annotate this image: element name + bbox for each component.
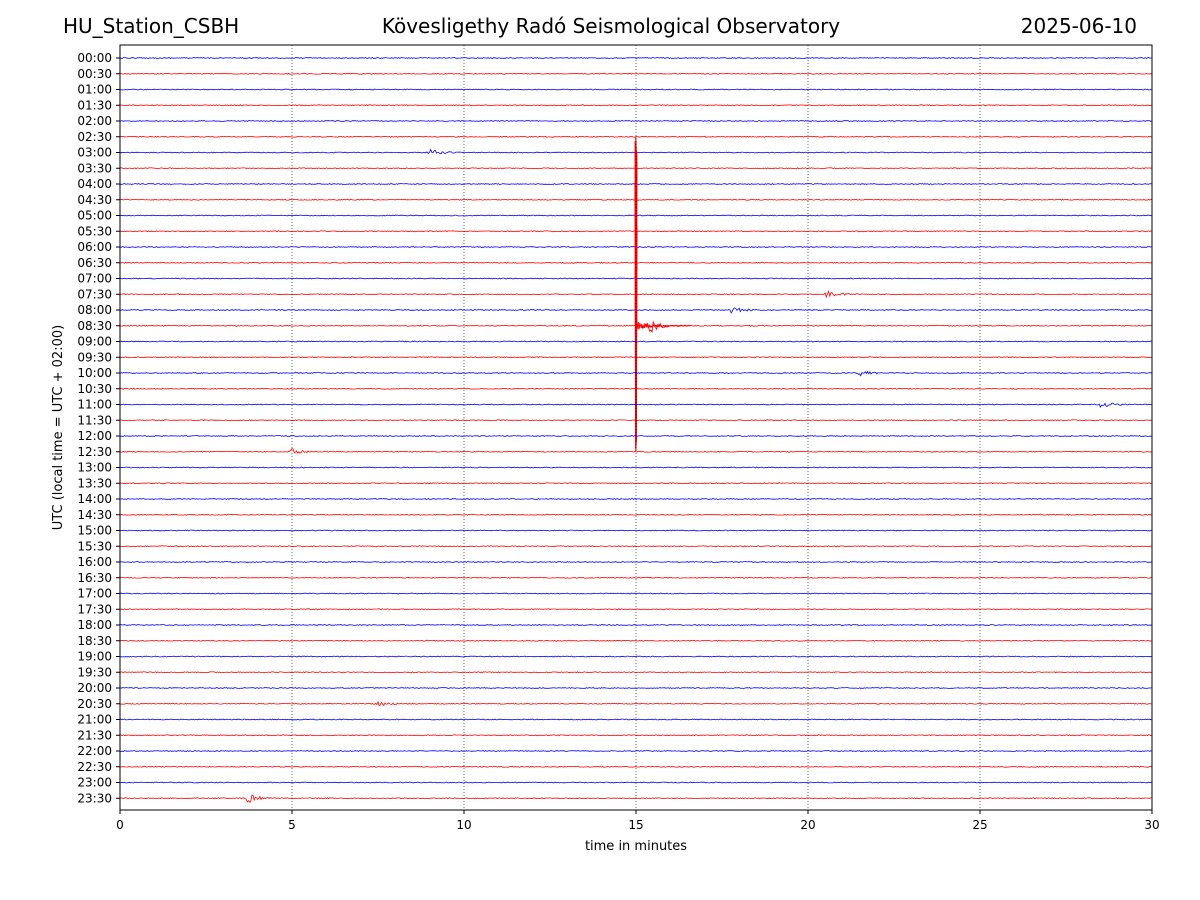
- y-tick-label: 14:30: [77, 508, 112, 522]
- y-tick-label: 20:30: [77, 697, 112, 711]
- y-axis-label: UTC (local time = UTC + 02:00): [51, 325, 66, 530]
- trace-row-1900: [119, 655, 1153, 658]
- trace-row-1430: [119, 513, 1153, 516]
- x-tick-label: 20: [800, 818, 815, 832]
- x-tick-label: 10: [456, 818, 471, 832]
- trace-row-1230: [119, 448, 1153, 454]
- trace-row-0900: [119, 340, 1153, 343]
- trace-row-2230: [119, 765, 1152, 768]
- trace-row-1800: [119, 624, 1153, 626]
- y-tick-label: 16:30: [77, 571, 112, 585]
- observatory-title: Kövesligethy Radó Seismological Observat…: [381, 14, 841, 38]
- y-tick-label: 09:00: [77, 335, 112, 349]
- x-axis-label: time in minutes: [585, 839, 687, 854]
- y-tick-label: 06:00: [77, 240, 112, 254]
- trace-row-1500: [119, 529, 1153, 532]
- station-name: HU_Station_CSBH: [63, 14, 240, 38]
- y-tick-label: 13:30: [77, 476, 112, 490]
- y-tick-label: 11:00: [77, 398, 112, 412]
- trace-row-0030: [119, 72, 1153, 75]
- y-tick-label: 16:00: [77, 555, 112, 569]
- x-tick-label: 30: [1144, 818, 1159, 832]
- trace-row-1000: [119, 370, 1153, 377]
- x-axis: 0 5 10 15 20 25 30: [116, 810, 1160, 832]
- y-tick-label: 07:30: [77, 287, 112, 301]
- record-date: 2025-06-10: [1020, 14, 1137, 38]
- y-tick-label: 04:30: [77, 193, 112, 207]
- y-tick-label: 01:00: [77, 83, 112, 97]
- y-tick-label: 00:30: [77, 67, 112, 81]
- trace-row-2030: [119, 700, 1153, 707]
- trace-row-2100: [119, 718, 1153, 721]
- trace-row-1300: [119, 466, 1153, 469]
- y-tick-label: 15:30: [77, 539, 112, 553]
- trace-row-1700: [119, 592, 1153, 595]
- trace-row-0230: [119, 135, 1153, 138]
- y-tick-label: 08:00: [77, 303, 112, 317]
- x-tick-label: 0: [116, 818, 124, 832]
- y-tick-label: 02:00: [77, 114, 112, 128]
- y-tick-label: 06:30: [77, 256, 112, 270]
- y-tick-label: 18:30: [77, 634, 112, 648]
- y-tick-label: 14:00: [77, 492, 112, 506]
- trace-row-1030: [119, 387, 1153, 390]
- y-tick-label: 22:30: [77, 760, 112, 774]
- y-tick-label: 05:30: [77, 224, 112, 238]
- y-tick-label: 00:00: [77, 51, 112, 65]
- y-tick-label: 03:30: [77, 161, 112, 175]
- x-tick-label: 15: [628, 818, 643, 832]
- x-tick-label: 25: [972, 818, 987, 832]
- y-tick-label: 22:00: [77, 744, 112, 758]
- y-tick-label: 23:30: [77, 791, 112, 805]
- y-tick-label: 21:30: [77, 728, 112, 742]
- trace-row-0100: [119, 88, 1153, 91]
- y-tick-label: 20:00: [77, 681, 112, 695]
- y-tick-label: 17:30: [77, 602, 112, 616]
- y-tick-label: 05:00: [77, 209, 112, 223]
- event-coda: [635, 320, 692, 330]
- event-spike: [634, 136, 638, 452]
- y-tick-label: 02:30: [77, 130, 112, 144]
- y-tick-label: 17:00: [77, 587, 112, 601]
- y-tick-label: 07:00: [77, 272, 112, 286]
- y-tick-label: 09:30: [77, 350, 112, 364]
- y-tick-label: 03:00: [77, 146, 112, 160]
- y-tick-label: 12:00: [77, 429, 112, 443]
- y-tick-label: 19:00: [77, 650, 112, 664]
- trace-row-1630: [119, 576, 1153, 579]
- y-tick-label: 21:00: [77, 713, 112, 727]
- y-tick-label: 15:00: [77, 524, 112, 538]
- y-tick-label: 10:00: [77, 366, 112, 380]
- trace-row-1600: [119, 561, 1153, 563]
- y-tick-label: 18:00: [77, 618, 112, 632]
- y-tick-label: 04:00: [77, 177, 112, 191]
- trace-row-1830: [119, 639, 1153, 642]
- y-tick-label: 08:30: [77, 319, 112, 333]
- y-tick-label: 19:30: [77, 665, 112, 679]
- y-tick-label: 12:30: [77, 445, 112, 459]
- y-tick-label: 10:30: [77, 382, 112, 396]
- y-tick-label: 01:30: [77, 98, 112, 112]
- y-tick-label: 11:30: [77, 413, 112, 427]
- y-tick-label: 23:00: [77, 776, 112, 790]
- trace-row-1100: [120, 402, 1153, 409]
- trace-row-2300: [120, 781, 1153, 784]
- x-tick-label: 5: [288, 818, 296, 832]
- y-tick-label: 13:00: [77, 461, 112, 475]
